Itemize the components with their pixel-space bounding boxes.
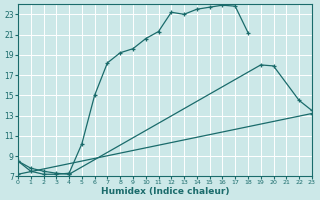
X-axis label: Humidex (Indice chaleur): Humidex (Indice chaleur)	[101, 187, 229, 196]
